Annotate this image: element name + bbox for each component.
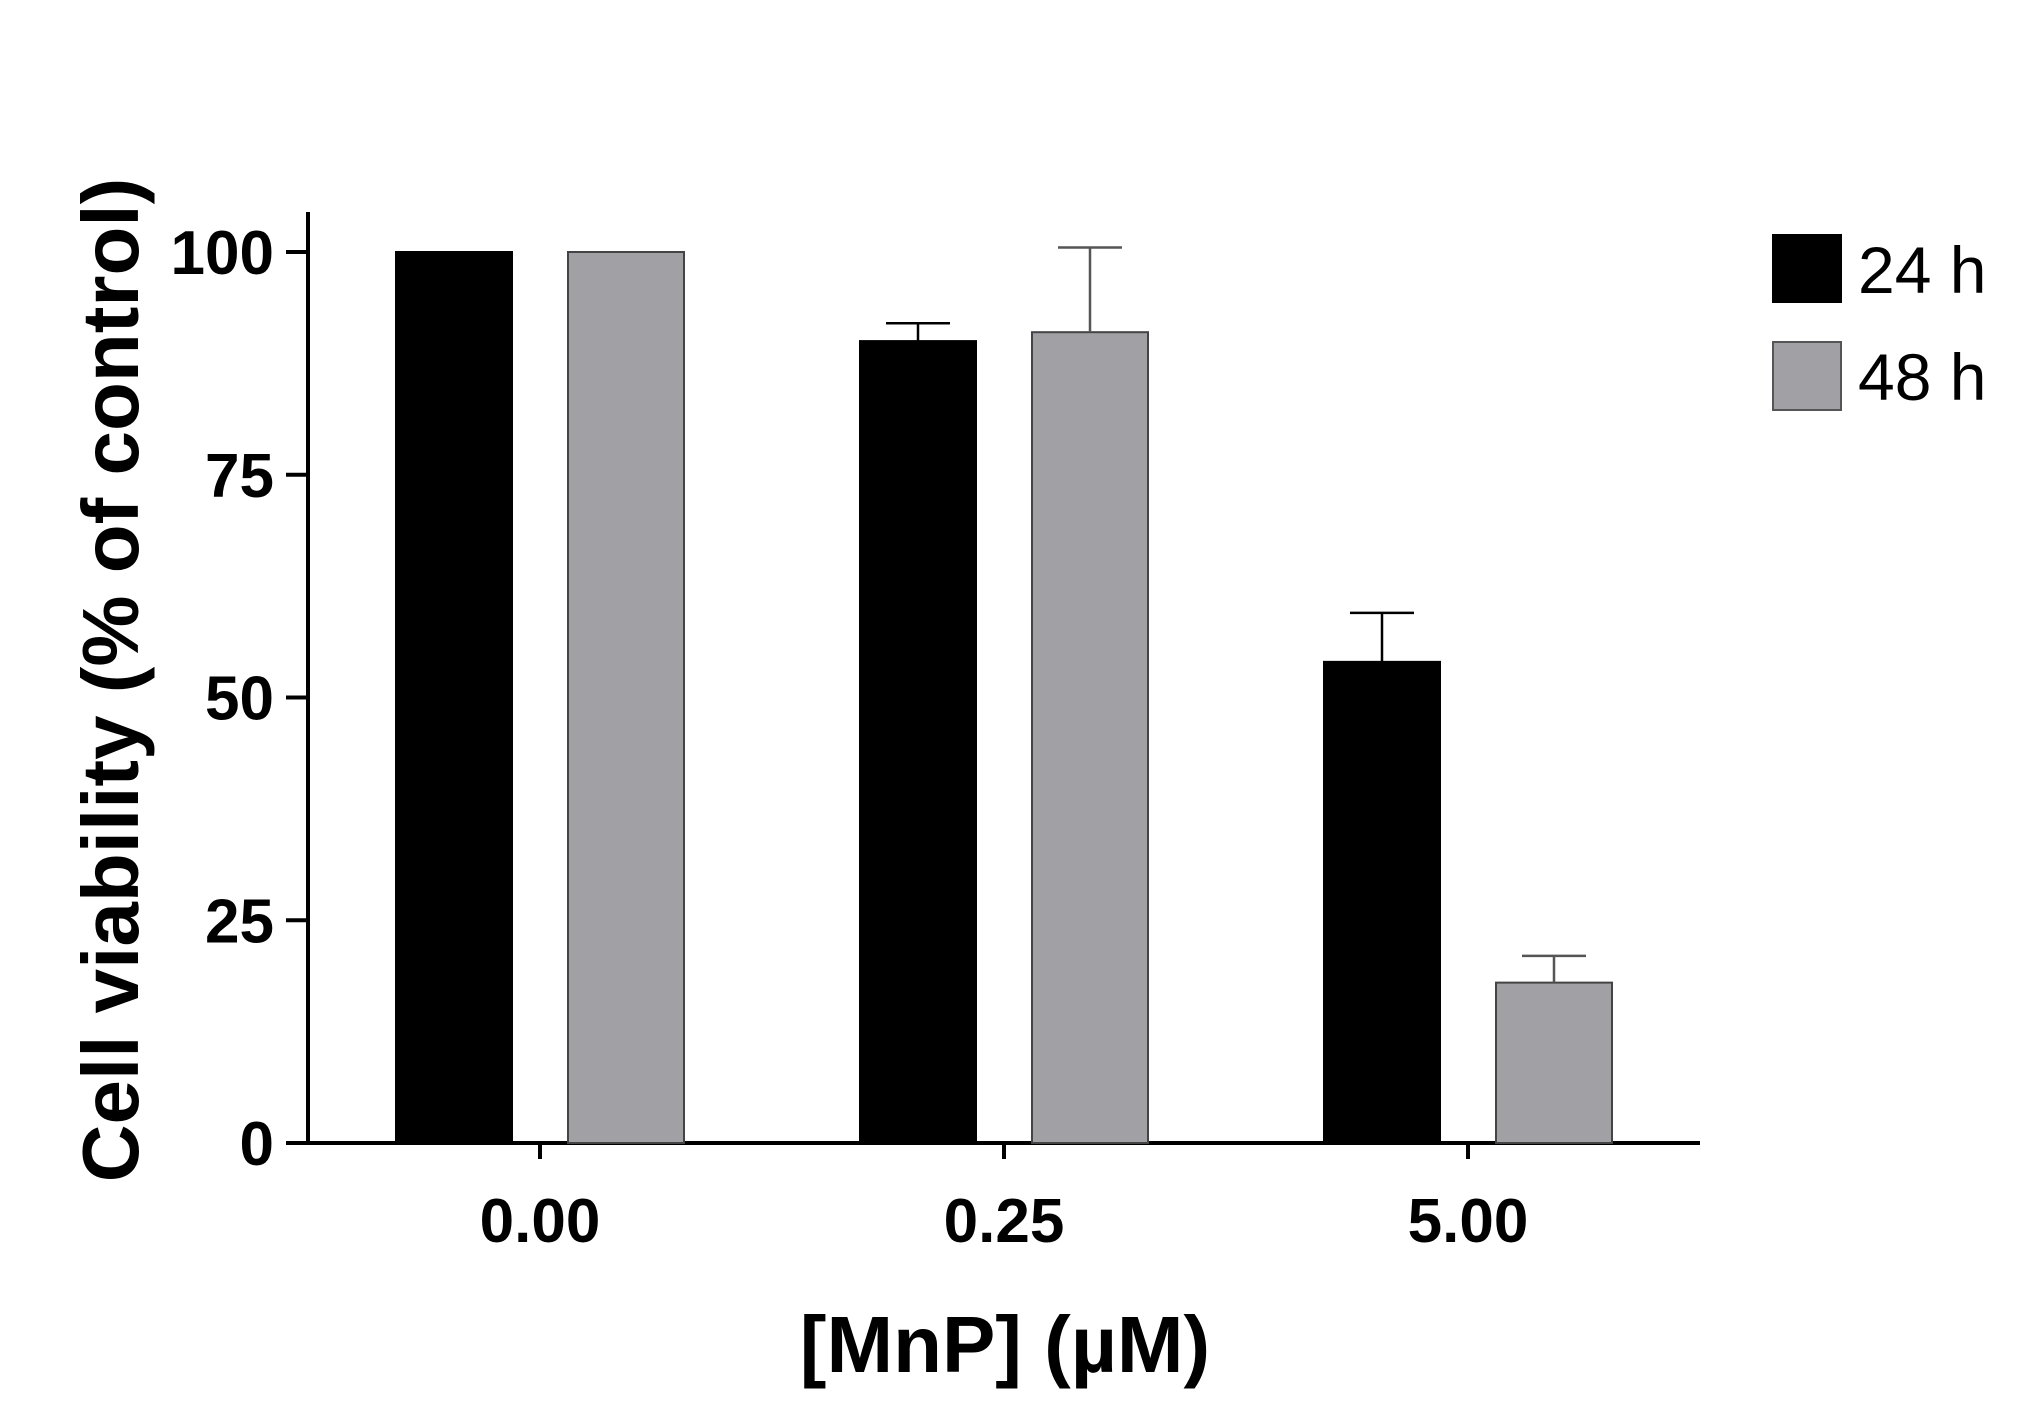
bar-48h-0.25 xyxy=(1031,331,1149,1144)
bar-24h-0.00 xyxy=(395,251,513,1144)
legend-swatch-24h xyxy=(1772,234,1842,303)
bar-48h-5.00 xyxy=(1495,981,1613,1144)
bar-24h-5.00 xyxy=(1323,660,1441,1144)
y-tick-label: 100 xyxy=(171,219,274,288)
legend: 24 h 48 h xyxy=(1772,233,1986,414)
y-axis-title: Cell viability (% of control) xyxy=(66,178,155,1183)
x-axis-title: [MnP] (µM) xyxy=(800,1300,1210,1389)
legend-label-24h: 24 h xyxy=(1858,233,1986,307)
bar-24h-0.25 xyxy=(859,340,977,1145)
legend-label-48h: 48 h xyxy=(1858,340,1986,414)
bar-48h-0.00 xyxy=(567,251,685,1144)
axes xyxy=(306,212,1700,1145)
y-tick-label: 0 xyxy=(240,1110,274,1179)
bars xyxy=(395,251,1613,1145)
y-tick-label: 50 xyxy=(205,665,274,734)
x-tick-label: 0.00 xyxy=(480,1187,601,1256)
x-tick-label: 5.00 xyxy=(1408,1187,1529,1256)
x-tick-label: 0.25 xyxy=(944,1187,1065,1256)
legend-swatch-48h xyxy=(1772,341,1842,411)
y-tick-label: 25 xyxy=(205,887,274,956)
x-ticks: 0.00 0.25 5.00 xyxy=(480,1143,1529,1256)
y-tick-label: 75 xyxy=(205,442,274,511)
error-bars xyxy=(886,246,1586,983)
y-ticks: 0 25 50 75 100 xyxy=(171,219,308,1179)
